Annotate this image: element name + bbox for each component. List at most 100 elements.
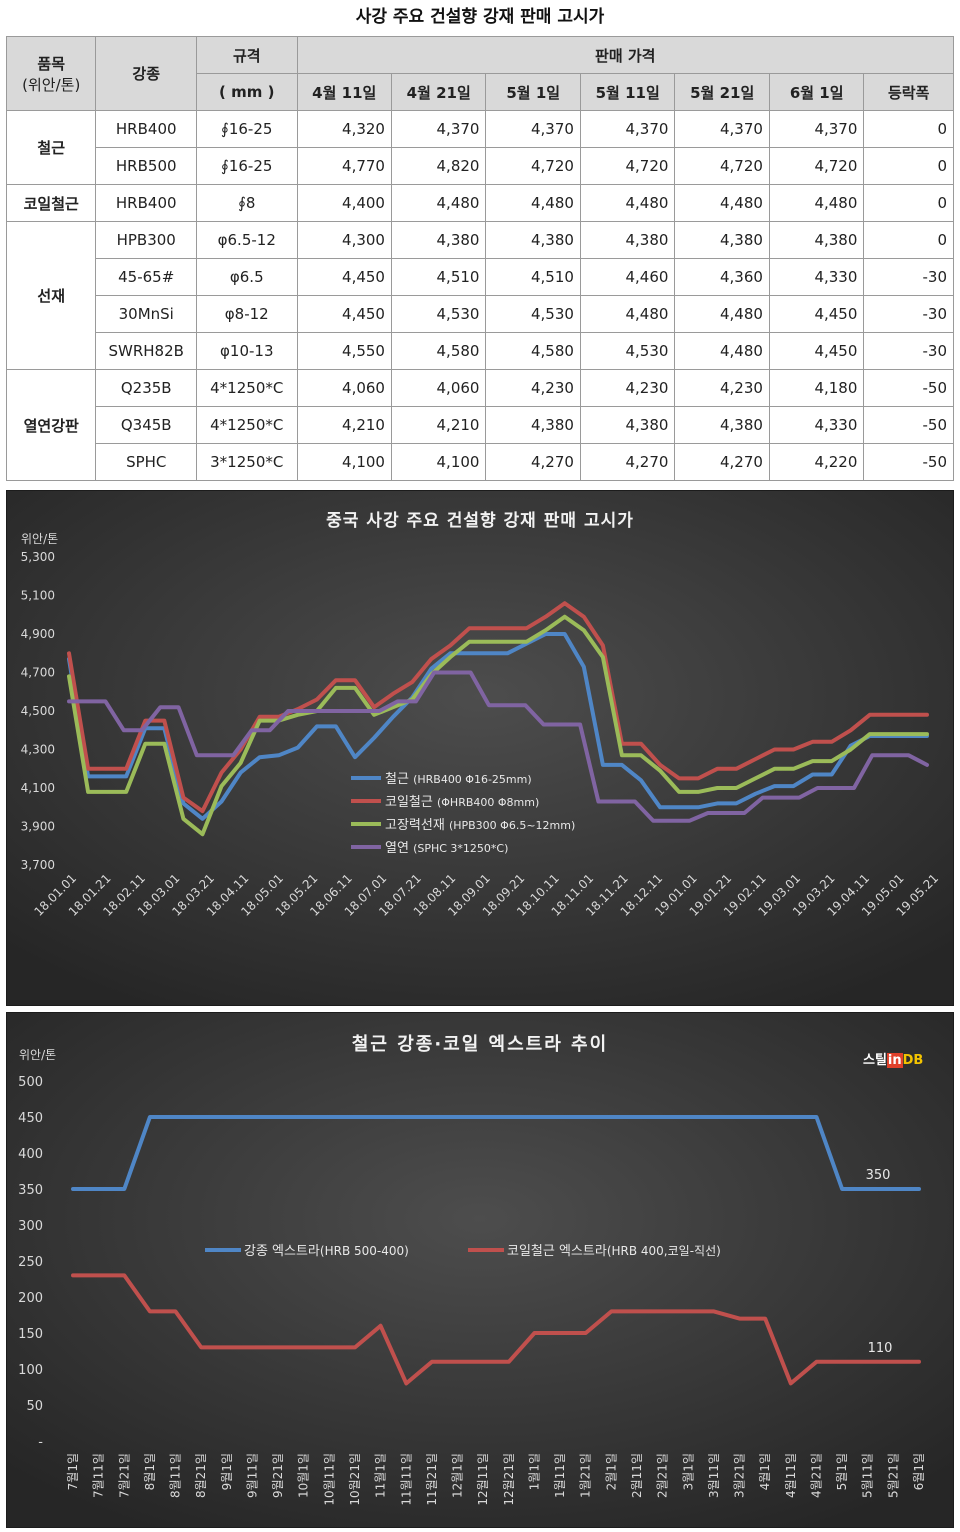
price-cell: 4,480 <box>768 184 865 222</box>
series-line-고장력선재 <box>67 614 929 837</box>
grade-cell: HRB400 <box>95 184 197 222</box>
header-spec: 규격 <box>195 36 298 74</box>
price-cell: 4,480 <box>674 184 770 222</box>
table-row: SWRH82B φ10-13 4,550 4,580 4,580 4,530 4,480 4,… <box>7 332 954 370</box>
price-cell: 4,530 <box>579 332 676 370</box>
x-tick-label: 3월11일 <box>707 1453 721 1498</box>
price-cell: 4,100 <box>390 443 487 481</box>
x-tick-label: 8월21일 <box>194 1453 208 1498</box>
price-cell: 4,230 <box>579 369 676 407</box>
y-tick-label: 100 <box>18 1363 43 1378</box>
grade-cell: SPHC <box>95 443 197 481</box>
price-cell: 4,270 <box>485 443 581 481</box>
y-tick-label: 4,300 <box>21 743 55 757</box>
change-cell: 0 <box>863 147 954 185</box>
table-row: 선재 HPB300 φ6.5-12 4,300 4,380 4,380 4,380 4,380… <box>5 221 954 370</box>
price-cell: 4,210 <box>296 406 392 444</box>
price-cell: 4,720 <box>768 147 865 185</box>
spec-cell: 4*1250*C <box>195 406 298 444</box>
x-tick-label: 12월21일 <box>502 1453 516 1506</box>
price-cell: 4,720 <box>485 147 581 185</box>
price-cell: 4,380 <box>485 406 581 444</box>
price-cell: 4,480 <box>579 184 676 222</box>
x-tick-label: 6월1일 <box>912 1453 926 1490</box>
series-line-코일철근 <box>67 601 929 814</box>
legend-label: 열연 (SPHC 3*1250*C) <box>385 841 508 856</box>
x-tick-label: 5월21일 <box>886 1453 900 1498</box>
price-table-body: 철근 HRB400 ∮16-25 4,320 4,370 4,370 4,370 4,370 4… <box>5 110 954 481</box>
x-tick-label: 7월21일 <box>117 1453 131 1498</box>
price-cell: 4,230 <box>674 369 770 407</box>
x-tick-label: 4월1일 <box>758 1453 772 1490</box>
header-item-label: 품목 <box>37 54 66 73</box>
price-cell: 4,380 <box>485 221 581 259</box>
data-label: 350 <box>866 1168 891 1183</box>
price-cell: 4,370 <box>579 110 676 148</box>
table-row: Q345B 4*1250*C 4,210 4,210 4,380 4,380 4,380 4,… <box>7 406 954 444</box>
table-row: 코일철근 HRB400 ∮8 4,400 4,480 4,480 4,480 4,480 4,4… <box>5 184 954 222</box>
spec-cell: φ8-12 <box>195 295 298 333</box>
y-tick-label: 500 <box>18 1075 43 1090</box>
legend-series-detail: (ΦHRB400 Φ8mm) <box>437 796 539 809</box>
brand-logo-text-a: 스틸 <box>863 1053 887 1068</box>
price-cell: 4,220 <box>768 443 865 481</box>
y-tick-label: 4,100 <box>21 781 55 795</box>
legend-label: 철근 (HRB400 Φ16-25mm) <box>385 772 532 787</box>
price-cell: 4,360 <box>674 258 770 296</box>
x-tick-label: 8월1일 <box>143 1453 157 1490</box>
x-tick-label: 4월21일 <box>809 1453 823 1498</box>
y-tick-label: - <box>38 1435 43 1450</box>
x-tick-label: 4월11일 <box>784 1453 798 1498</box>
header-spec-unit: ( mm ) <box>195 73 298 111</box>
price-cell: 4,370 <box>768 110 865 148</box>
chart-title: 중국 사강 주요 건설향 강재 판매 고시가 <box>326 510 634 531</box>
price-table: 품목 (위안/톤) 강종 규격 판매 가격 ( mm ) 4월 11일 4월 21… <box>5 36 954 481</box>
page-title: 사강 주요 건설향 강재 판매 고시가 <box>355 7 605 27</box>
x-tick-label: 11월1일 <box>374 1453 388 1498</box>
x-tick-label: 1월21일 <box>579 1453 593 1498</box>
price-cell: 4,450 <box>296 295 392 333</box>
price-cell: 4,180 <box>768 369 865 407</box>
x-tick-label: 2월21일 <box>656 1453 670 1498</box>
price-cell: 4,480 <box>390 184 487 222</box>
x-tick-label: 2월11일 <box>630 1453 644 1498</box>
grade-cell: HPB300 <box>95 221 197 259</box>
price-cell: 4,370 <box>674 110 770 148</box>
x-tick-label: 7월1일 <box>66 1453 80 1490</box>
x-tick-label: 3월1일 <box>681 1453 695 1490</box>
series-line-강종 엑스트라 <box>71 1115 921 1191</box>
header-change: 등락폭 <box>863 73 954 111</box>
x-tick-label: 2월1일 <box>604 1453 618 1490</box>
change-cell: 0 <box>863 110 954 148</box>
y-tick-label: 4,900 <box>21 627 55 641</box>
price-cell: 4,270 <box>579 443 676 481</box>
legend-label: 코일철근 엑스트라(HRB 400,코일-직선) <box>507 1244 721 1259</box>
table-row: SPHC 3*1250*C 4,100 4,100 4,270 4,270 4,270 4,2… <box>7 443 954 481</box>
change-cell: -30 <box>863 295 954 333</box>
brand-logo-text-b: in <box>886 1053 903 1068</box>
y-tick-label: 4,500 <box>21 704 55 718</box>
price-cell: 4,580 <box>390 332 487 370</box>
x-tick-label: 1월11일 <box>553 1453 567 1498</box>
header-unit: (위안/톤) <box>22 75 81 94</box>
grade-cell: 45-65# <box>95 258 197 296</box>
price-cell: 4,380 <box>390 221 487 259</box>
price-cell: 4,380 <box>674 221 770 259</box>
x-tick-label: 7월11일 <box>92 1453 106 1498</box>
price-cell: 4,720 <box>579 147 676 185</box>
header-date: 4월 21일 <box>390 73 487 111</box>
change-cell: -50 <box>863 406 954 444</box>
y-tick-label: 3,700 <box>21 858 55 872</box>
price-cell: 4,450 <box>768 295 865 333</box>
price-cell: 4,210 <box>390 406 487 444</box>
legend: 강종 엑스트라(HRB 500-400) 코일철근 엑스트라(HRB 400,코일… <box>205 1244 721 1259</box>
legend-series-name: 코일철근 엑스트라 <box>507 1244 607 1259</box>
change-cell: -50 <box>863 443 954 481</box>
table-row: 철근 HRB400 ∮16-25 4,320 4,370 4,370 4,370 4,370 4… <box>5 110 954 185</box>
change-cell: -50 <box>863 369 954 407</box>
x-tick-label: 10월1일 <box>297 1453 311 1498</box>
spec-cell: φ6.5 <box>195 258 298 296</box>
legend-series-name: 열연 <box>385 841 413 856</box>
y-axis-unit-label: 위안/톤 <box>19 1048 56 1062</box>
table-row: 45-65# φ6.5 4,450 4,510 4,510 4,460 4,360 4,330… <box>7 258 954 296</box>
